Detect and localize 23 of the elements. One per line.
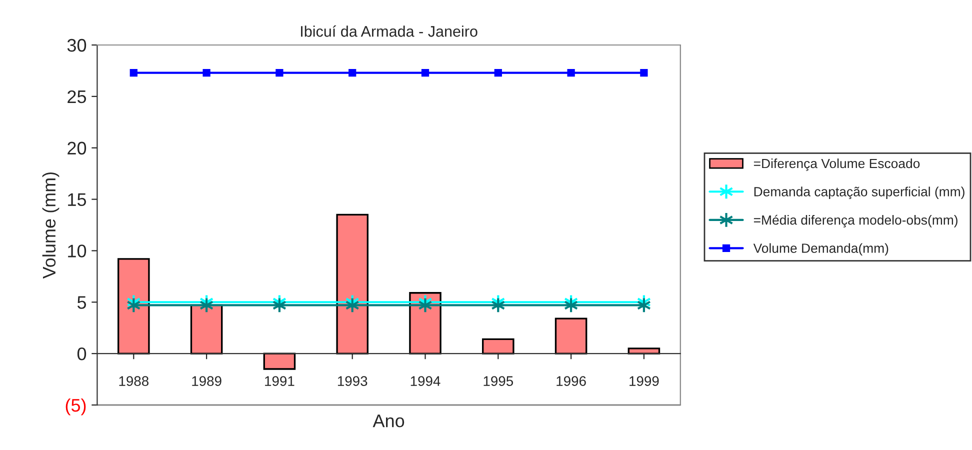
x-tick-label: 1995 bbox=[484, 376, 514, 386]
x-tick-label: 1996 bbox=[556, 376, 586, 386]
y-tick-label: 0 bbox=[77, 348, 86, 360]
y-tick-label: 20 bbox=[68, 142, 86, 155]
y-tick-label: 10 bbox=[68, 244, 86, 258]
x-tick-label: 1994 bbox=[410, 376, 440, 386]
legend-label: Volume Demanda(mm) bbox=[753, 243, 888, 256]
legend-label: =Diferença Volume Escoado bbox=[754, 158, 920, 171]
x-tick-label: 1999 bbox=[630, 376, 659, 386]
chart-title: Ibicuí da Armada - Janeiro bbox=[301, 25, 478, 37]
legend-label: Demanda captação superficial (mm) bbox=[754, 186, 964, 200]
y-tick-label: 25 bbox=[68, 90, 86, 104]
y-axis-title: Volume (mm) bbox=[42, 172, 60, 279]
y-tick-label: 15 bbox=[68, 193, 86, 206]
x-axis-title: Ano bbox=[372, 414, 404, 428]
x-tick-label: 1988 bbox=[119, 376, 148, 386]
y-tick-label: 5 bbox=[77, 296, 86, 309]
x-tick-label: 1991 bbox=[265, 376, 294, 386]
y-tick-label: 30 bbox=[67, 38, 86, 52]
x-tick-label: 1993 bbox=[338, 376, 368, 386]
y-tick-label: (5) bbox=[66, 398, 86, 416]
x-tick-label: 1989 bbox=[192, 376, 222, 386]
legend-label: =Média diferença modelo-obs(mm) bbox=[754, 214, 958, 228]
